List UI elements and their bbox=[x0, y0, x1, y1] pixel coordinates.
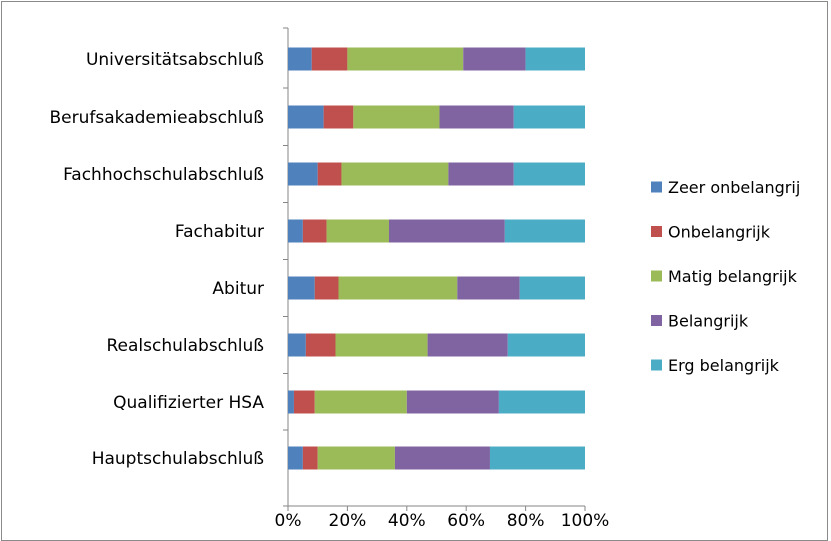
bar-segment-5-7 bbox=[498, 390, 585, 414]
category-label: Fachhochschulabschluß bbox=[63, 165, 264, 185]
legend-label: Onbelangrijk bbox=[668, 223, 771, 242]
x-axis-ticks: 0% 20% 40% 60% 80% 100% bbox=[275, 506, 610, 528]
category-label: Abitur bbox=[212, 279, 264, 299]
bar-segment-5-5 bbox=[519, 276, 585, 300]
bar-segment-3-7 bbox=[314, 390, 407, 414]
bar-segment-2-7 bbox=[293, 390, 315, 414]
category-label: Hauptschulabschluß bbox=[92, 449, 264, 469]
bar-segment-2-8 bbox=[302, 446, 318, 470]
legend-swatch bbox=[651, 181, 662, 193]
stacked-bar-chart: Universitätsabschluß Berufsakademieabschl… bbox=[50, 27, 800, 528]
legend-swatch bbox=[651, 226, 662, 237]
bar-segment-4-2 bbox=[439, 105, 514, 129]
legend-swatch bbox=[651, 315, 662, 326]
bar-segment-2-4 bbox=[302, 219, 327, 243]
bar-segment-3-1 bbox=[347, 47, 464, 71]
bar-segment-1-4 bbox=[288, 219, 303, 243]
bar-segment-5-2 bbox=[513, 105, 585, 129]
bar-segment-2-6 bbox=[305, 333, 336, 357]
bar-segment-4-4 bbox=[388, 219, 505, 243]
category-label: Universitätsabschluß bbox=[86, 50, 264, 70]
bar-segment-4-3 bbox=[448, 162, 514, 186]
bar-segment-2-5 bbox=[314, 276, 339, 300]
legend-swatch bbox=[651, 359, 662, 371]
bar-segment-4-1 bbox=[463, 47, 526, 71]
bar-segment-3-6 bbox=[335, 333, 428, 357]
bar-segment-1-1 bbox=[288, 47, 312, 71]
bar-segment-1-7 bbox=[288, 390, 294, 414]
bar-segment-1-5 bbox=[288, 276, 315, 300]
bar-segment-5-8 bbox=[489, 446, 585, 470]
category-label: Fachabitur bbox=[175, 222, 264, 242]
legend-swatch bbox=[651, 270, 662, 282]
bar-segment-3-8 bbox=[317, 446, 395, 470]
bar-segment-1-8 bbox=[288, 446, 303, 470]
category-label: Realschulabschluß bbox=[106, 336, 264, 356]
x-tick-label: 20% bbox=[329, 511, 367, 528]
category-labels: Universitätsabschluß Berufsakademieabschl… bbox=[50, 50, 265, 469]
bar-segment-3-5 bbox=[338, 276, 458, 300]
bar-segment-2-1 bbox=[311, 47, 348, 71]
bar-segment-1-3 bbox=[288, 162, 318, 186]
legend-label: Zeer onbelangrij bbox=[668, 178, 800, 197]
bar-segment-5-1 bbox=[525, 47, 585, 71]
bar-segment-3-2 bbox=[353, 105, 440, 129]
bar-segment-4-6 bbox=[427, 333, 508, 357]
bar-segment-3-3 bbox=[341, 162, 449, 186]
legend-label: Matig belangrijk bbox=[668, 267, 798, 286]
x-tick-label: 100% bbox=[561, 511, 610, 528]
bar-segment-2-3 bbox=[317, 162, 342, 186]
bar-segment-4-5 bbox=[457, 276, 520, 300]
x-tick-label: 0% bbox=[275, 511, 302, 528]
legend-label: Belangrijk bbox=[668, 312, 749, 331]
x-tick-label: 60% bbox=[447, 511, 485, 528]
category-label: Qualifizierter HSA bbox=[113, 393, 264, 413]
bar-segment-5-4 bbox=[504, 219, 585, 243]
bar-segment-3-4 bbox=[326, 219, 389, 243]
bar-segment-4-8 bbox=[394, 446, 490, 470]
legend: Zeer onbelangrij Onbelangrijk Matig belang… bbox=[651, 178, 800, 375]
bar-segment-5-6 bbox=[507, 333, 585, 357]
x-tick-label: 40% bbox=[388, 511, 426, 528]
bar-segment-4-7 bbox=[406, 390, 499, 414]
bar-segment-5-3 bbox=[513, 162, 585, 186]
bar-segment-1-2 bbox=[288, 105, 324, 129]
legend-label: Erg belangrijk bbox=[668, 356, 780, 375]
category-label: Berufsakademieabschluß bbox=[50, 108, 265, 128]
x-tick-label: 80% bbox=[507, 511, 545, 528]
bar-segment-1-6 bbox=[288, 333, 306, 357]
bar-segment-2-2 bbox=[323, 105, 354, 129]
plot-area bbox=[283, 27, 585, 507]
